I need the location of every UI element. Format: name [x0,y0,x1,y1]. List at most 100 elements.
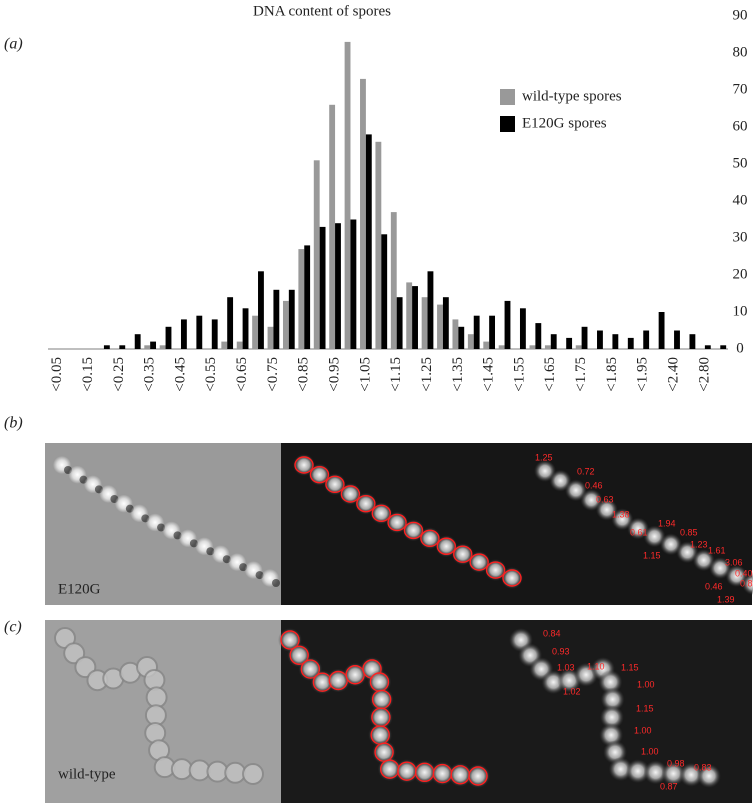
bar [566,337,573,349]
bar [350,219,357,349]
measurement-label: 1.00 [634,725,652,735]
x-tick-label: <1.15 [388,357,404,392]
measurement-label: 0.85 [680,527,698,537]
x-tick-label: <1.45 [481,357,497,392]
spore-glow [676,541,699,564]
x-tick-label: <0.15 [80,357,96,392]
x-tick-label: <0.85 [296,357,312,392]
measurement-label: 0.63 [596,494,614,504]
bar [335,223,341,349]
bar [612,334,619,349]
spore-outline [289,645,309,665]
bar [159,345,166,349]
bar [211,319,218,349]
bar [221,341,228,349]
legend-label: E120G spores [522,115,607,131]
bar [252,315,259,349]
bar [329,104,336,349]
bar [103,345,110,349]
bar [180,319,187,349]
bar [144,345,151,349]
bar [242,308,249,349]
spore-glow [709,557,732,580]
measurement-label: 1.03 [557,662,575,672]
spore-glow [598,669,623,694]
bar [381,234,388,349]
bar [119,345,126,349]
y-tick-label: 90 [733,7,748,23]
y-tick-label: 80 [733,44,748,60]
y-tick-label: 0 [736,340,744,356]
spore-glow [725,565,748,588]
bar [360,78,366,350]
bar [406,282,413,349]
bar [282,300,289,349]
panel-label: (c) [4,619,22,636]
measurement-label: 0.61 [630,527,648,537]
bar [267,326,274,349]
x-tick-label: <0.55 [203,357,219,392]
bar [412,286,418,349]
bar [498,345,505,349]
y-tick-label: 30 [733,229,748,245]
bar [313,160,320,349]
measurement-label: 0.46 [585,480,603,490]
spore-glow [643,525,666,548]
measurement-label: 1.39 [717,594,735,604]
panel-label: (a) [4,36,23,53]
measurement-label: 3.06 [725,557,743,567]
bar [298,249,305,349]
x-tick-label: <0.05 [49,357,65,392]
bar [504,300,511,349]
bar [597,330,603,349]
y-tick-label: 10 [733,303,748,319]
spore-outline [300,659,321,679]
measurement-label: 1.00 [641,746,659,756]
spore-outline [294,456,314,474]
x-tick-label: <1.25 [419,357,435,392]
y-tick-label: 50 [733,155,748,171]
bar [535,323,542,349]
x-tick-label: <1.05 [357,357,373,392]
legend-swatch [500,89,515,105]
bar-chart: 0 10 20 30 40 50 60 70 80 90 <0.05 <0.15 <0.25 <0.35 <… [48,7,748,392]
bar [227,297,234,349]
bar [134,334,141,349]
spore-glow [679,762,704,787]
bar [627,337,634,349]
bar [473,315,480,349]
bar [483,341,490,349]
bar [319,226,326,349]
measurement-label: 0.46 [705,581,723,591]
bar [427,271,434,349]
bar [396,297,403,349]
spore-outline [371,504,392,523]
bar [689,334,696,349]
spore-glow [661,761,686,786]
spore-glow [659,533,682,556]
strain-label: E120G [58,581,101,597]
legend-swatch [500,116,515,132]
bar [421,297,428,349]
spore-glow [599,705,624,730]
bar [288,289,295,349]
spore-glow [692,549,715,572]
spore-glow [742,573,753,595]
bar [344,41,351,350]
measurement-label: 1.15 [636,703,654,713]
measurement-label: 1.10 [587,661,605,671]
measurement-label: 1.02 [563,686,581,696]
bar [304,245,311,349]
measurement-label: 0.98 [667,758,685,768]
measurement-label: 1.23 [690,539,708,549]
bar [550,334,557,349]
bar [467,334,474,349]
measurement-label: 0.84 [543,628,561,638]
measurement-label: 1.15 [621,662,639,672]
bar [720,345,727,349]
spore-outline [325,475,345,494]
x-tick-label: <1.85 [604,357,620,392]
bar [165,326,172,349]
x-tick-label: <0.65 [234,357,250,392]
measurement-label: 0.83 [694,762,712,772]
